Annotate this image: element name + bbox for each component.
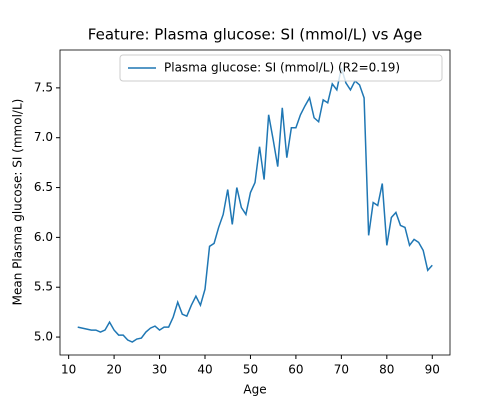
legend-box xyxy=(119,54,443,82)
x-tick-label: 10 xyxy=(61,363,76,377)
y-tick-label: 5.5 xyxy=(34,280,53,294)
x-tick-label: 90 xyxy=(425,363,440,377)
x-tick-label: 80 xyxy=(379,363,394,377)
legend: Plasma glucose: SI (mmol/L) (R2=0.19) xyxy=(119,54,443,82)
y-tick-label: 6.0 xyxy=(34,230,53,244)
x-tick-label: 70 xyxy=(334,363,349,377)
y-tick-label: 5.0 xyxy=(34,330,53,344)
line xyxy=(77,67,433,343)
legend-label: Plasma glucose: SI (mmol/L) (R2=0.19) xyxy=(164,61,400,75)
x-axis-label: Age xyxy=(243,383,266,397)
x-tick-label: 40 xyxy=(197,363,212,377)
x-tick-label: 20 xyxy=(106,363,121,377)
plot-frame xyxy=(59,49,451,356)
chart-title: Feature: Plasma glucose: SI (mmol/L) vs … xyxy=(88,26,422,44)
x-tick-label: 50 xyxy=(243,363,258,377)
y-tick-label: 7.5 xyxy=(34,80,53,94)
y-tick-label: 6.5 xyxy=(34,180,53,194)
y-axis-label: Mean Plasma glucose: SI (mmol/L) xyxy=(11,99,25,306)
x-tick-label: 30 xyxy=(152,363,167,377)
x-tick-label: 60 xyxy=(288,363,303,377)
y-tick-label: 7.0 xyxy=(34,130,53,144)
